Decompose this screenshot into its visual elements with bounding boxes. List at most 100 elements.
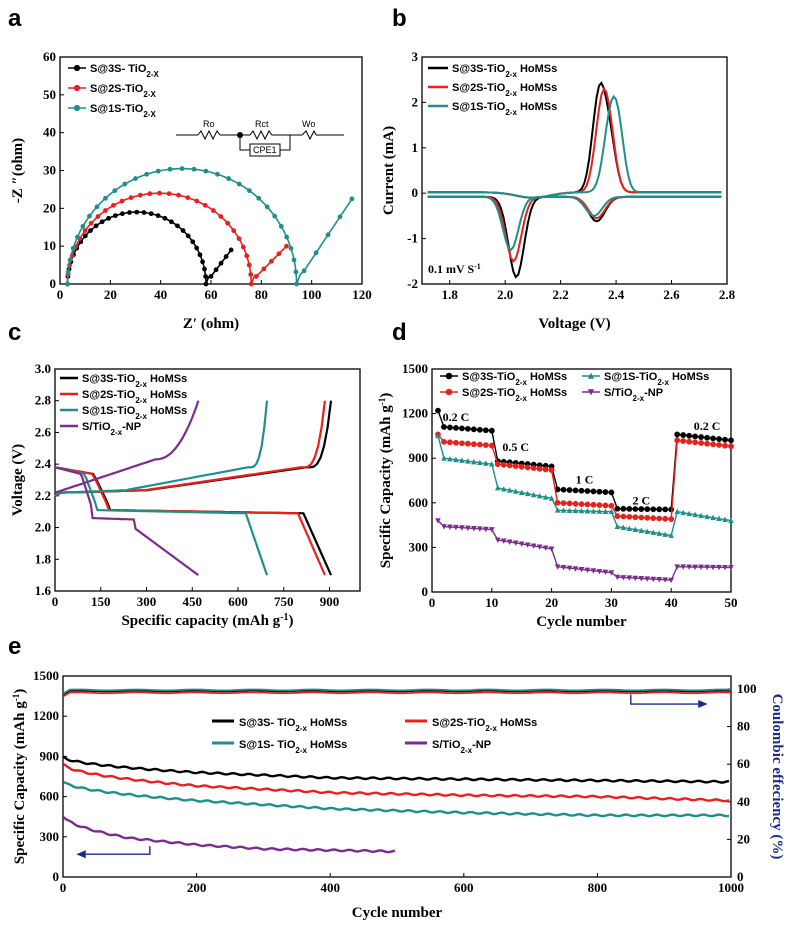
panel-a-point bbox=[162, 215, 168, 221]
panel-a-point bbox=[155, 168, 161, 174]
panel-d-point bbox=[680, 438, 687, 444]
panel-d-point bbox=[459, 425, 465, 432]
panel-d-ytick-label: 1200 bbox=[402, 406, 428, 421]
panel-a-ytick-label: 40 bbox=[43, 125, 56, 140]
panel-d-point bbox=[453, 456, 459, 463]
panel-e-capacity-line bbox=[63, 780, 730, 818]
panel-e-right-axis-arrow bbox=[630, 694, 701, 705]
panel-a-point bbox=[240, 244, 246, 250]
panel-a-point bbox=[228, 247, 234, 253]
panel-c-discharge-line bbox=[54, 466, 199, 576]
panel-d-rate-label: 1 C bbox=[576, 472, 594, 486]
panel-a-legend-label: S@2S-TiO2-X bbox=[90, 83, 156, 99]
panel-a-xtick-label: 40 bbox=[154, 287, 167, 302]
panel-a-ytick-label: 50 bbox=[43, 87, 56, 102]
panel-d-point bbox=[447, 524, 453, 530]
panel-a-xtick-label: 100 bbox=[302, 287, 322, 302]
panel-d-ytick-label: 1500 bbox=[402, 361, 428, 376]
circuit-wire bbox=[280, 135, 291, 151]
panel-b-cathodic-line bbox=[427, 195, 722, 252]
panel-d-point bbox=[489, 527, 495, 533]
panel-a-point bbox=[155, 213, 161, 219]
panel-a-point bbox=[202, 202, 208, 208]
panel-d-point bbox=[608, 489, 615, 496]
panel-d-point bbox=[656, 530, 663, 536]
panel-d-ytick-label: 600 bbox=[409, 495, 429, 510]
panel-d-point bbox=[710, 564, 716, 571]
panel-a-xtick-label: 0 bbox=[57, 287, 64, 302]
panel-a-point bbox=[87, 213, 92, 219]
panel-e-ytick-label: 300 bbox=[40, 829, 60, 844]
panel-a: a 0 20 40 60 80 100 120 0 10 20 30 40 50 60 Z′ (ohm) -Z … bbox=[8, 5, 372, 332]
panel-a-point bbox=[244, 253, 250, 259]
panel-d-ytick-label: 900 bbox=[409, 450, 429, 465]
panel-c-ytick-label: 2.8 bbox=[35, 393, 52, 408]
panel-a-point bbox=[194, 245, 200, 251]
panel-a-point bbox=[194, 198, 200, 204]
panel-d-point bbox=[536, 493, 543, 499]
circuit-label-wo: Wo bbox=[302, 119, 315, 129]
panel-d-point bbox=[614, 523, 621, 529]
panel-b-xtick-label: 2.0 bbox=[497, 287, 513, 302]
panel-d-point bbox=[722, 436, 728, 443]
panel-d-point bbox=[590, 508, 597, 514]
circuit-resistor bbox=[240, 129, 284, 141]
panel-c-ylabel: Voltage (V) bbox=[10, 444, 26, 516]
panel-e-ce-line bbox=[62, 691, 732, 698]
panel-a-point bbox=[225, 220, 231, 226]
panel-a-point bbox=[349, 196, 355, 202]
panel-d-point bbox=[626, 525, 633, 531]
panel-d-point bbox=[602, 489, 609, 495]
panel-b-ytick-label: 3 bbox=[412, 49, 419, 64]
panel-e-y2tick-label: 60 bbox=[737, 756, 750, 771]
panel-d-point bbox=[464, 440, 471, 447]
panel-d-point bbox=[441, 524, 447, 530]
panel-d-point bbox=[728, 443, 734, 450]
panel-a-ylabel: -Z ″(ohm) bbox=[10, 138, 26, 203]
panel-d-point bbox=[620, 524, 627, 530]
panel-d-point bbox=[566, 487, 573, 493]
panel-d-point bbox=[722, 564, 728, 571]
panel-c-legend-label: S@1S-TiO2-x HoMSs bbox=[82, 405, 187, 421]
panel-e-y2tick-label: 100 bbox=[737, 681, 757, 696]
panel-e-capacity-line bbox=[62, 755, 730, 784]
panel-a-point bbox=[294, 281, 299, 287]
panel-d-point bbox=[506, 487, 513, 493]
panel-d-point bbox=[656, 577, 663, 583]
panel-d-point bbox=[494, 537, 501, 543]
panel-a-point bbox=[167, 166, 173, 172]
panel-d-point bbox=[650, 576, 657, 583]
panel-d-point bbox=[602, 508, 609, 514]
panel-label-d: d bbox=[392, 319, 407, 346]
panel-b-cathodic-line bbox=[427, 195, 722, 263]
panel-e-y2tick-label: 20 bbox=[737, 831, 750, 846]
panel-d-point bbox=[524, 464, 531, 471]
panel-d-point bbox=[590, 488, 597, 495]
panel-d-point bbox=[530, 491, 537, 498]
panel-d-legend-label: S/TiO2-x-NP bbox=[604, 387, 663, 403]
panel-e-y2tick-label: 80 bbox=[737, 719, 750, 734]
panel-d-point bbox=[453, 524, 459, 531]
panel-a-point bbox=[65, 281, 70, 287]
panel-d-point bbox=[548, 495, 555, 501]
panel-label-c: c bbox=[8, 319, 21, 346]
panel-d-point bbox=[650, 515, 657, 522]
panel-d-point bbox=[566, 500, 573, 507]
panel-d-point bbox=[500, 538, 507, 544]
panel-e-y2label: Coulombic effeciency (%) bbox=[769, 694, 785, 860]
panel-c-charge-line bbox=[54, 400, 269, 497]
panel-e-xtick-label: 0 bbox=[60, 880, 67, 895]
panel-a-point bbox=[94, 204, 100, 210]
panel-d-point bbox=[662, 531, 669, 537]
panel-d-point bbox=[584, 488, 591, 494]
circuit-resistor bbox=[197, 129, 221, 141]
panel-d-point bbox=[674, 564, 680, 570]
circuit-label-cpe1: CPE1 bbox=[253, 145, 277, 155]
panel-d-point bbox=[482, 442, 489, 448]
panel-d-point bbox=[716, 436, 722, 442]
panel-d-point bbox=[680, 509, 686, 516]
panel-e-xtick-label: 200 bbox=[187, 880, 207, 895]
panel-c-ytick-label: 1.6 bbox=[35, 583, 52, 598]
panel-a-point bbox=[203, 274, 208, 279]
panel-d-point bbox=[566, 565, 573, 572]
